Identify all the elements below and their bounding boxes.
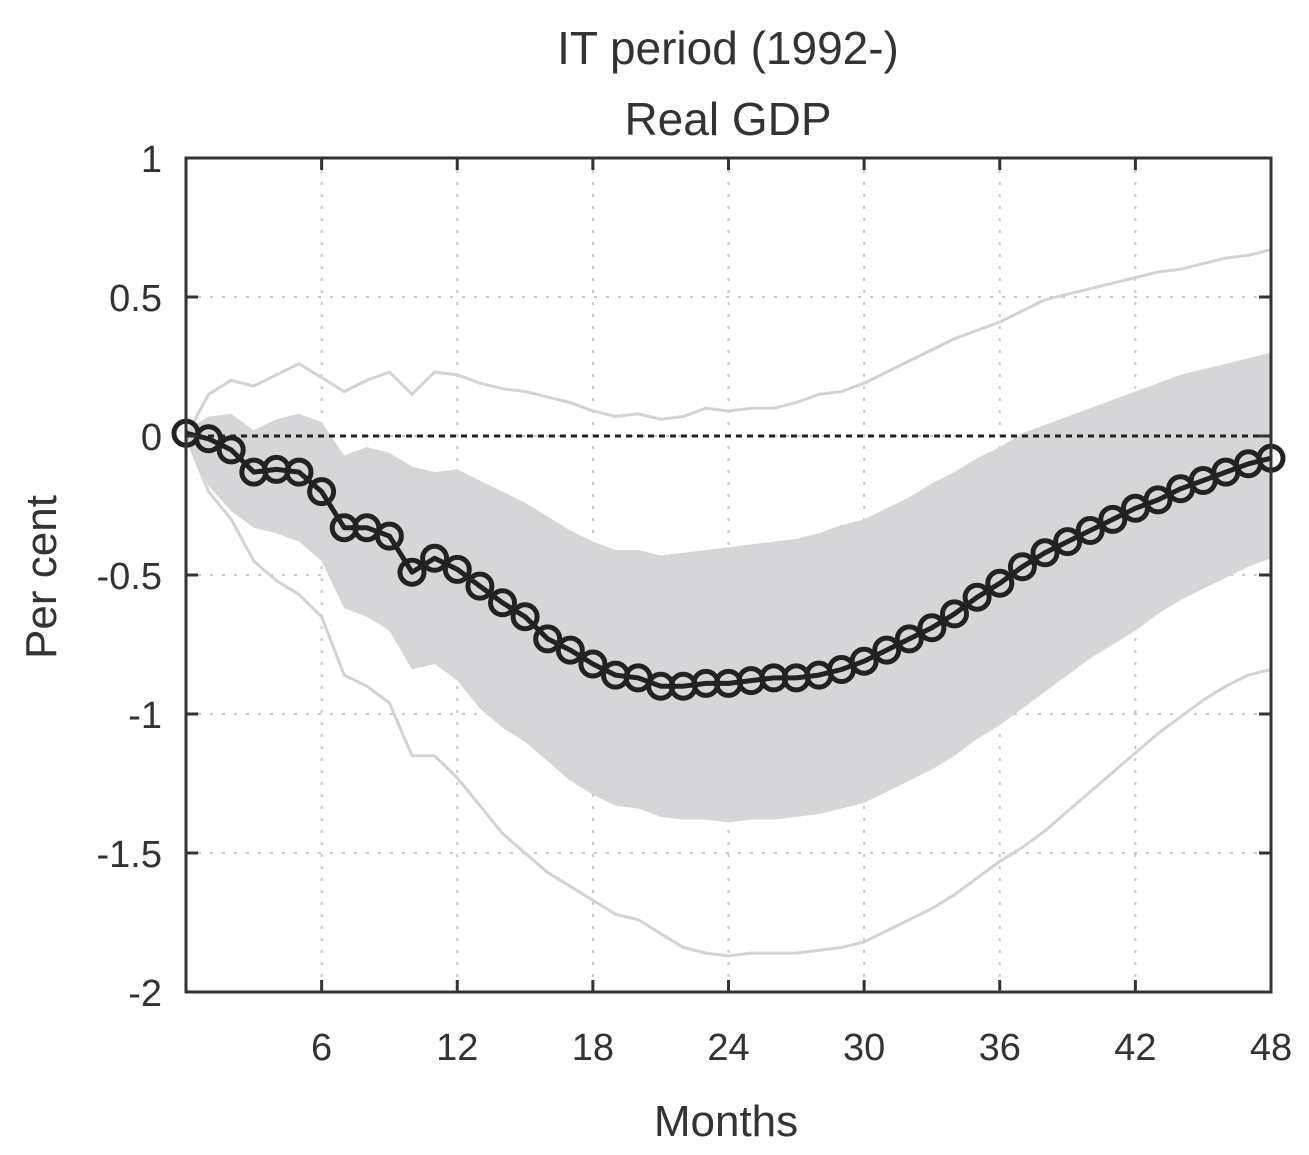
data-point-month-11: [420, 543, 450, 573]
x-tick-label-6: 6: [311, 1027, 332, 1069]
y-tick-label--1.5: -1.5: [97, 834, 162, 876]
confidence-bands: [184, 248, 1272, 958]
outer-upper-bound-line: [184, 248, 1272, 437]
data-point-month-33: [917, 613, 947, 643]
data-point-month-18: [578, 649, 608, 679]
x-tick-label-30: 30: [843, 1027, 885, 1069]
data-point-month-43: [1143, 485, 1173, 515]
data-point-month-17: [555, 635, 585, 665]
y-tick-label--1: -1: [128, 695, 162, 737]
data-point-month-10: [397, 557, 427, 587]
data-point-month-34: [940, 599, 969, 629]
data-point-month-36: [985, 568, 1015, 598]
axis-ticks: [186, 156, 1273, 994]
x-tick-label-24: 24: [707, 1027, 749, 1069]
data-point-month-35: [962, 582, 992, 612]
x-tick-label-12: 12: [436, 1027, 478, 1069]
outer-lower-bound-line: [184, 435, 1272, 958]
data-point-month-2: [216, 435, 246, 465]
data-point-month-37: [1007, 552, 1037, 582]
data-point-month-15: [510, 602, 540, 632]
x-axis-label: Months: [654, 1097, 798, 1146]
x-tick-labels: 6 12 18 24 30 36 42 48: [311, 1027, 1292, 1069]
point-estimate-series: [171, 418, 1286, 701]
data-point-month-14: [488, 588, 517, 618]
x-tick-label-18: 18: [572, 1027, 614, 1069]
data-point-month-30: [849, 646, 879, 676]
data-point-month-5: [284, 457, 314, 487]
y-tick-labels: 1 0.5 0 -0.5 -1 -1.5 -2: [97, 139, 162, 1015]
point-estimate-line: [185, 430, 1272, 689]
chart-title-line-1: IT period (1992-): [557, 22, 899, 74]
x-tick-label-48: 48: [1250, 1027, 1292, 1069]
data-point-month-12: [442, 554, 472, 584]
data-point-month-38: [1030, 538, 1060, 568]
x-tick-label-42: 42: [1114, 1027, 1156, 1069]
data-point-month-41: [1098, 504, 1128, 534]
y-tick-label--2: -2: [128, 973, 162, 1015]
inner-confidence-band: [186, 352, 1271, 823]
data-point-month-1: [194, 424, 224, 454]
y-tick-label-0.5: 0.5: [109, 278, 162, 320]
data-point-month-13: [465, 571, 495, 601]
data-point-month-39: [1053, 527, 1083, 557]
x-tick-label-36: 36: [979, 1027, 1021, 1069]
data-point-month-32: [894, 624, 924, 654]
data-point-month-9: [374, 521, 404, 551]
data-point-month-6: [307, 477, 337, 507]
y-tick-label--0.5: -0.5: [97, 556, 162, 598]
data-point-month-16: [533, 624, 563, 654]
y-tick-label-1: 1: [141, 139, 162, 181]
data-point-month-31: [872, 635, 902, 665]
data-point-month-40: [1075, 516, 1105, 545]
y-axis-label: Per cent: [17, 495, 66, 659]
chart-title-line-2: Real GDP: [624, 93, 831, 145]
y-tick-label-0: 0: [141, 417, 162, 459]
